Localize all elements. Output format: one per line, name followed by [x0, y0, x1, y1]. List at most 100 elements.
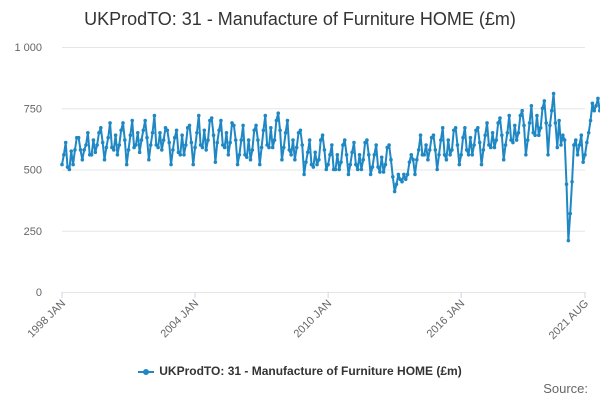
data-point[interactable] [355, 167, 360, 172]
data-point[interactable] [396, 172, 401, 177]
data-point[interactable] [150, 130, 155, 135]
data-point[interactable] [457, 162, 462, 167]
data-point[interactable] [311, 165, 316, 169]
data-point[interactable] [246, 138, 251, 142]
data-point[interactable] [500, 133, 504, 137]
data-point[interactable] [283, 130, 288, 135]
data-point[interactable] [440, 126, 445, 130]
data-point[interactable] [252, 128, 256, 133]
data-point[interactable] [575, 153, 580, 157]
data-point[interactable] [97, 130, 101, 135]
data-point[interactable] [176, 150, 181, 155]
data-point[interactable] [193, 145, 197, 150]
data-point[interactable] [115, 153, 120, 157]
data-point[interactable] [520, 108, 524, 113]
data-point[interactable] [476, 126, 480, 130]
credits[interactable]: Source: [543, 381, 588, 396]
data-point[interactable] [148, 143, 153, 147]
data-point[interactable] [91, 138, 96, 142]
data-point[interactable] [104, 145, 109, 150]
data-point[interactable] [372, 153, 377, 157]
data-point[interactable] [348, 162, 353, 167]
data-point[interactable] [509, 138, 513, 142]
legend[interactable]: UKProdTO: 31 - Manufacture of Furniture … [0, 364, 600, 378]
data-point[interactable] [67, 167, 72, 172]
data-point[interactable] [448, 153, 452, 157]
data-point[interactable] [230, 121, 234, 125]
data-point[interactable] [147, 157, 151, 162]
data-point[interactable] [368, 172, 373, 177]
data-point[interactable] [184, 143, 188, 147]
data-point[interactable] [366, 153, 371, 157]
data-point[interactable] [209, 116, 214, 120]
data-point[interactable] [566, 238, 571, 243]
data-point[interactable] [62, 153, 66, 157]
data-point[interactable] [211, 133, 216, 137]
data-point[interactable] [185, 126, 190, 130]
data-point[interactable] [108, 121, 112, 125]
data-point[interactable] [313, 150, 317, 155]
data-point[interactable] [269, 126, 273, 130]
data-point[interactable] [280, 157, 284, 162]
data-point[interactable] [339, 160, 343, 164]
data-point[interactable] [365, 138, 369, 142]
data-point[interactable] [479, 162, 484, 167]
data-point[interactable] [422, 153, 427, 157]
data-point[interactable] [63, 140, 68, 145]
data-point[interactable] [126, 148, 131, 152]
data-point[interactable] [117, 143, 122, 147]
data-point[interactable] [494, 138, 499, 142]
data-point[interactable] [435, 167, 439, 172]
data-point[interactable] [455, 143, 460, 147]
data-point[interactable] [586, 130, 591, 135]
data-point[interactable] [352, 140, 356, 145]
data-point[interactable] [400, 179, 404, 184]
data-point[interactable] [145, 135, 149, 140]
data-point[interactable] [346, 172, 351, 177]
data-point[interactable] [254, 123, 258, 128]
data-point[interactable] [95, 143, 99, 147]
data-point[interactable] [424, 143, 428, 147]
data-point[interactable] [172, 135, 177, 140]
data-point[interactable] [130, 118, 135, 123]
data-point[interactable] [487, 143, 491, 147]
data-point[interactable] [265, 143, 269, 147]
data-point[interactable] [394, 182, 399, 186]
data-point[interactable] [298, 128, 303, 133]
data-point[interactable] [415, 157, 419, 162]
data-point[interactable] [391, 175, 395, 179]
data-point[interactable] [309, 162, 314, 167]
data-point[interactable] [389, 157, 393, 162]
data-point[interactable] [272, 138, 277, 142]
data-point[interactable] [561, 133, 565, 137]
data-point[interactable] [444, 157, 449, 162]
data-point[interactable] [106, 135, 110, 140]
data-point[interactable] [498, 116, 502, 120]
data-point[interactable] [134, 143, 138, 147]
data-point[interactable] [433, 148, 438, 152]
data-point[interactable] [180, 133, 184, 137]
data-point[interactable] [426, 157, 430, 162]
data-point[interactable] [317, 157, 321, 162]
data-point[interactable] [154, 143, 159, 147]
data-point[interactable] [335, 153, 340, 157]
data-point[interactable] [220, 143, 225, 147]
data-point[interactable] [276, 111, 281, 115]
data-point[interactable] [89, 153, 94, 157]
data-point[interactable] [228, 140, 232, 145]
data-point[interactable] [466, 153, 471, 157]
data-point[interactable] [564, 182, 569, 186]
data-point[interactable] [581, 160, 585, 164]
data-point[interactable] [542, 99, 547, 103]
data-point[interactable] [344, 153, 349, 157]
data-point[interactable] [99, 126, 103, 130]
data-point[interactable] [296, 130, 301, 135]
data-point[interactable] [69, 149, 74, 153]
data-point[interactable] [416, 148, 421, 152]
data-point[interactable] [291, 138, 295, 142]
data-point[interactable] [111, 148, 116, 152]
data-point[interactable] [450, 148, 454, 152]
data-point[interactable] [579, 133, 584, 137]
data-point[interactable] [361, 157, 366, 162]
data-point[interactable] [161, 138, 166, 142]
